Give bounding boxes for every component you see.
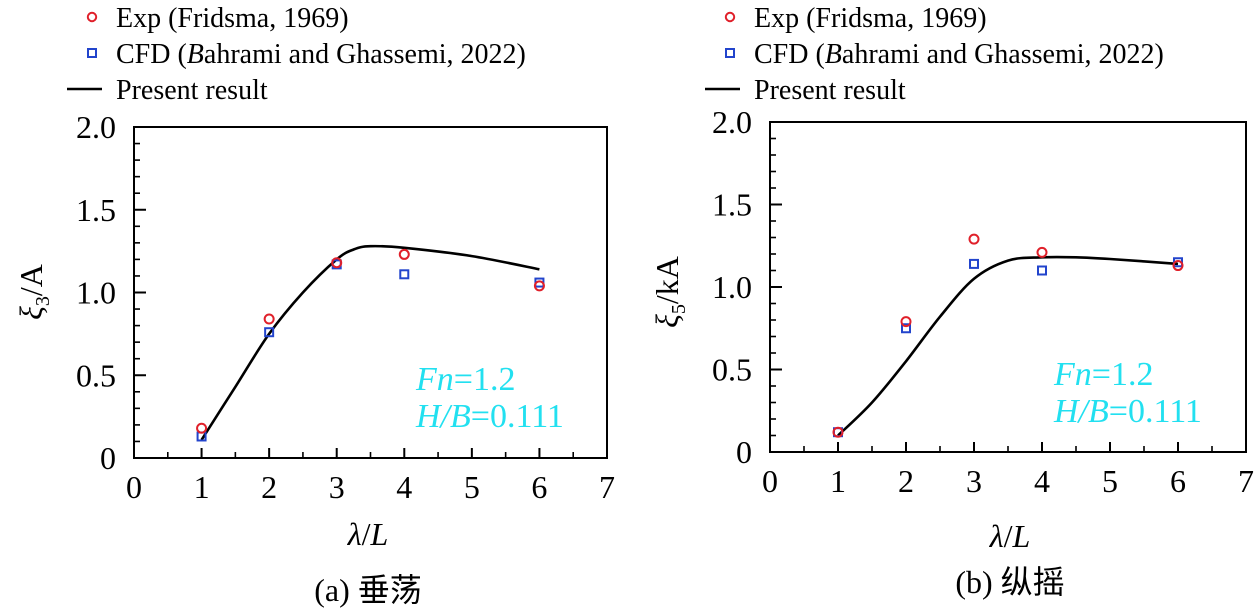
x-tick-label: 5 [1102, 463, 1118, 499]
x-tick-label: 0 [762, 463, 778, 499]
exp-point [1172, 260, 1184, 272]
exp-point [1036, 246, 1048, 258]
annotation-froude: Fn=1.2 [1053, 356, 1153, 393]
legend-exp-marker-icon [86, 11, 98, 23]
legend-label: Present result [116, 75, 268, 106]
panel-caption: (a) 垂荡 [314, 571, 422, 609]
x-axis-label: λ/L [347, 516, 389, 552]
legend-label: CFD (Bahrami and Ghassemi, 2022) [116, 39, 526, 70]
annotation-froude: Fn=1.2 [415, 361, 515, 398]
x-tick-label: 7 [599, 469, 615, 505]
cfd-point [264, 327, 275, 338]
legend-item: Present result [705, 75, 906, 106]
legend-item: CFD (Bahrami and Ghassemi, 2022) [87, 39, 526, 70]
legend-cfd-marker-icon [725, 48, 735, 58]
legend-label: Exp (Fridsma, 1969) [116, 3, 349, 34]
annotation-wave-height: H/B=0.111 [1053, 393, 1202, 430]
y-tick-label: 1.0 [76, 275, 116, 311]
legend-exp-marker-icon [724, 11, 736, 23]
exp-point [533, 280, 545, 292]
x-tick-label: 1 [830, 463, 846, 499]
exp-point [196, 422, 208, 434]
exp-point [331, 257, 343, 269]
legend-label: Present result [754, 75, 906, 106]
x-tick-label: 1 [194, 469, 210, 505]
heave-chart-panel: Exp (Fridsma, 1969) CFD (Bahrami and Ghas… [13, 3, 615, 609]
cfd-point [1037, 265, 1047, 276]
x-tick-label: 3 [329, 469, 345, 505]
annotation-wave-height: H/B=0.111 [415, 398, 564, 435]
y-tick-label: 0.5 [76, 357, 116, 393]
legend-item: Exp (Fridsma, 1969) [724, 3, 987, 34]
cfd-point [399, 269, 410, 280]
x-tick-label: 2 [898, 463, 914, 499]
legend-item: Exp (Fridsma, 1969) [86, 3, 349, 34]
exp-point [263, 313, 275, 325]
x-axis-label: λ/L [989, 518, 1031, 554]
y-tick-label: 1.5 [76, 192, 116, 228]
panel-caption: (b) 纵摇 [955, 563, 1064, 601]
y-tick-label: 2.0 [712, 104, 752, 140]
y-axis-label: ξ3/A [13, 264, 54, 320]
exp-point [832, 426, 844, 438]
exp-point [968, 233, 980, 245]
legend-item: CFD (Bahrami and Ghassemi, 2022) [725, 39, 1164, 70]
present-result-line [837, 255, 1179, 437]
legend-item: Present result [67, 75, 268, 106]
exp-point [900, 316, 912, 328]
x-tick-label: 2 [261, 469, 277, 505]
y-tick-label: 1.5 [712, 187, 752, 223]
y-tick-label: 2.0 [76, 109, 116, 145]
x-tick-label: 6 [531, 469, 547, 505]
y-tick-label: 0.5 [712, 352, 752, 388]
y-tick-label: 1.0 [712, 269, 752, 305]
legend-label: CFD (Bahrami and Ghassemi, 2022) [754, 39, 1164, 70]
y-axis-label: ξ5/kA [649, 256, 690, 328]
y-tick-label: 0 [100, 440, 116, 476]
x-tick-label: 0 [126, 469, 142, 505]
x-tick-label: 4 [396, 469, 412, 505]
x-tick-label: 6 [1170, 463, 1186, 499]
x-tick-label: 3 [966, 463, 982, 499]
x-tick-label: 4 [1034, 463, 1050, 499]
x-tick-label: 7 [1238, 463, 1254, 499]
cfd-point [969, 258, 979, 269]
legend-label: Exp (Fridsma, 1969) [754, 3, 987, 34]
present-result-line [200, 244, 540, 441]
exp-point [398, 248, 410, 260]
y-tick-label: 0 [736, 434, 752, 470]
cfd-point [901, 323, 911, 334]
x-tick-label: 5 [464, 469, 480, 505]
pitch-chart-panel: Exp (Fridsma, 1969) CFD (Bahrami and Ghas… [649, 3, 1254, 601]
legend-cfd-marker-icon [87, 48, 97, 58]
